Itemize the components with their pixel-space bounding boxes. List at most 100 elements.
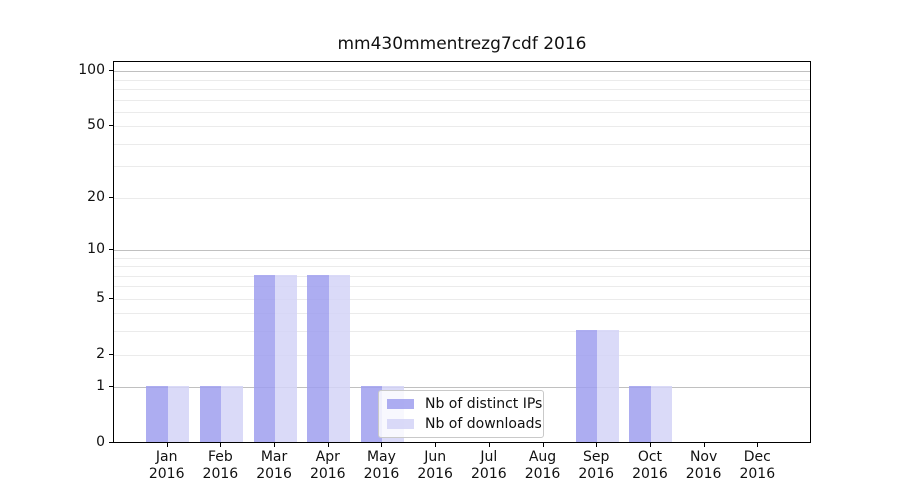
x-tick-mark xyxy=(327,443,329,447)
x-tick-year: 2016 xyxy=(202,466,239,482)
x-tick-year: 2016 xyxy=(471,466,507,482)
x-tick-label: Sep 2016 xyxy=(564,449,628,483)
y-tick-mark xyxy=(109,196,113,198)
x-tick-year: 2016 xyxy=(739,466,776,482)
bar-downloads-sep xyxy=(597,330,619,442)
gridline-minor xyxy=(114,275,810,277)
x-tick-label: Nov 2016 xyxy=(672,449,736,483)
x-tick-year: 2016 xyxy=(309,466,346,482)
x-tick-year: 2016 xyxy=(256,466,292,482)
bar-distinct-ips-may xyxy=(360,386,383,442)
gridline-minor xyxy=(114,111,810,113)
x-tick-mark xyxy=(703,443,705,447)
x-tick-mark xyxy=(381,443,383,447)
y-tick-label: 5 xyxy=(96,289,105,306)
y-tick-label: 20 xyxy=(87,188,105,205)
x-tick-label: Oct 2016 xyxy=(618,449,682,483)
x-tick-year: 2016 xyxy=(363,466,400,482)
y-tick-mark xyxy=(109,248,113,250)
gridline-minor xyxy=(114,89,810,91)
gridline-minor xyxy=(114,143,810,145)
gridline-minor xyxy=(114,266,810,268)
bar-distinct-ips-sep xyxy=(575,330,598,442)
x-tick-label: Dec 2016 xyxy=(725,449,789,483)
x-tick-month: May xyxy=(366,449,396,465)
distinct-ips-swatch xyxy=(387,399,414,409)
y-tick-mark xyxy=(109,386,113,388)
x-tick-mark xyxy=(274,443,276,447)
gridline-minor xyxy=(114,298,810,300)
gridline-minor xyxy=(114,331,810,333)
x-tick-label: Apr 2016 xyxy=(296,449,360,483)
x-tick-mark xyxy=(435,443,437,447)
x-tick-year: 2016 xyxy=(578,466,615,482)
x-tick-year: 2016 xyxy=(685,466,722,482)
gridline-minor xyxy=(114,257,810,259)
y-tick-mark xyxy=(109,70,113,72)
x-tick-month: Aug xyxy=(528,449,557,465)
x-tick-year: 2016 xyxy=(148,466,185,482)
gridline-minor xyxy=(114,79,810,81)
y-tick-mark xyxy=(109,353,113,355)
x-tick-month: Apr xyxy=(315,449,340,465)
x-tick-month: Jan xyxy=(155,449,178,465)
x-tick-month: Dec xyxy=(743,449,771,465)
x-tick-label: Aug 2016 xyxy=(511,449,575,483)
y-tick-mark xyxy=(109,125,113,127)
gridline-minor xyxy=(114,286,810,288)
y-tick-label: 2 xyxy=(96,345,105,362)
gridline-minor xyxy=(114,126,810,128)
x-tick-month: Feb xyxy=(207,449,233,465)
x-tick-month: Jun xyxy=(424,449,447,465)
x-tick-month: Sep xyxy=(583,449,610,465)
x-tick-month: Nov xyxy=(689,449,718,465)
y-tick-label: 50 xyxy=(87,117,105,134)
gridline-minor xyxy=(114,197,810,199)
x-tick-mark xyxy=(220,443,222,447)
legend-item-downloads: Nb of downloads xyxy=(387,416,542,432)
legend-label-distinct-ips: Nb of distinct IPs xyxy=(425,396,543,412)
x-tick-mark xyxy=(542,443,544,447)
x-tick-year: 2016 xyxy=(632,466,668,482)
x-tick-label: Feb 2016 xyxy=(188,449,252,483)
y-tick-label: 100 xyxy=(78,62,105,79)
x-tick-month: Jul xyxy=(480,449,498,465)
gridline-major xyxy=(114,387,810,389)
legend-label-downloads: Nb of downloads xyxy=(425,416,542,432)
bar-downloads-jan xyxy=(167,386,190,442)
chart-title: mm430mmentrezg7cdf 2016 xyxy=(337,34,587,54)
x-tick-label: Mar 2016 xyxy=(242,449,306,483)
gridline-major xyxy=(114,249,810,251)
x-tick-mark xyxy=(166,443,168,447)
x-tick-mark xyxy=(488,443,490,447)
x-tick-label: Jun 2016 xyxy=(403,449,467,483)
legend: Nb of distinct IPs Nb of downloads xyxy=(378,390,544,438)
y-tick-label: 1 xyxy=(96,378,105,395)
bar-distinct-ips-mar xyxy=(253,274,276,442)
bar-downloads-feb xyxy=(221,386,243,442)
x-tick-mark xyxy=(596,443,598,447)
gridline-major xyxy=(114,71,810,73)
y-tick-label: 0 xyxy=(96,434,105,450)
plot-area xyxy=(113,61,811,443)
bar-downloads-apr xyxy=(328,274,351,442)
gridline-minor xyxy=(114,99,810,101)
bar-distinct-ips-jan xyxy=(146,386,168,442)
x-tick-year: 2016 xyxy=(417,466,453,482)
bar-downloads-oct xyxy=(650,386,673,442)
y-tick-mark xyxy=(109,442,113,443)
gridline-minor xyxy=(114,166,810,168)
bar-distinct-ips-apr xyxy=(307,274,329,442)
y-tick-label: 10 xyxy=(87,240,105,257)
y-tick-mark xyxy=(109,297,113,299)
x-tick-month: Oct xyxy=(637,449,663,465)
bar-downloads-mar xyxy=(275,274,297,442)
bar-distinct-ips-feb xyxy=(199,386,222,442)
x-tick-mark xyxy=(757,443,759,447)
x-tick-label: Jul 2016 xyxy=(457,449,521,483)
x-tick-label: Jan 2016 xyxy=(135,449,199,483)
legend-item-distinct-ips: Nb of distinct IPs xyxy=(387,396,542,412)
gridline-minor xyxy=(114,354,810,356)
bar-distinct-ips-oct xyxy=(629,386,651,442)
